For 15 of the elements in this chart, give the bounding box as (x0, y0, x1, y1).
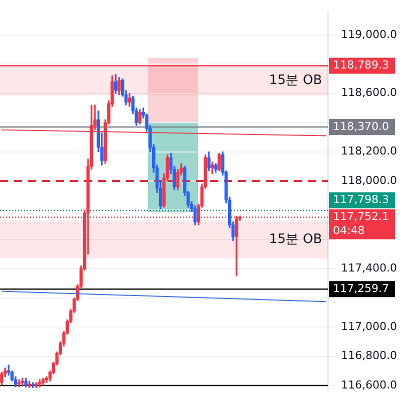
ref-line-label: 118,789.3 (333, 58, 389, 72)
ref-line-label: 117,259.7 (333, 282, 389, 295)
y-tick-label: 118,600.0 (341, 86, 397, 100)
y-tick-label: 116,600.0 (341, 378, 397, 392)
y-tick-label: 116,800.0 (341, 349, 397, 362)
y-tick-label: 117,400.0 (341, 262, 397, 274)
ref-line-label: 118,370.0 (333, 120, 389, 133)
y-tick-label: 117,000.0 (341, 320, 397, 333)
ref-line-label: 117,798.3 (333, 193, 389, 206)
y-tick-label: 118,200.0 (341, 144, 397, 158)
y-tick-label: 119,000.0 (341, 28, 397, 41)
band-label: 15분 OB (269, 232, 322, 247)
band-label: 15분 OB (269, 72, 322, 88)
ref-line-label: 117,752.1 04:48 (333, 210, 389, 238)
y-tick-label: 118,000.0 (341, 174, 397, 187)
